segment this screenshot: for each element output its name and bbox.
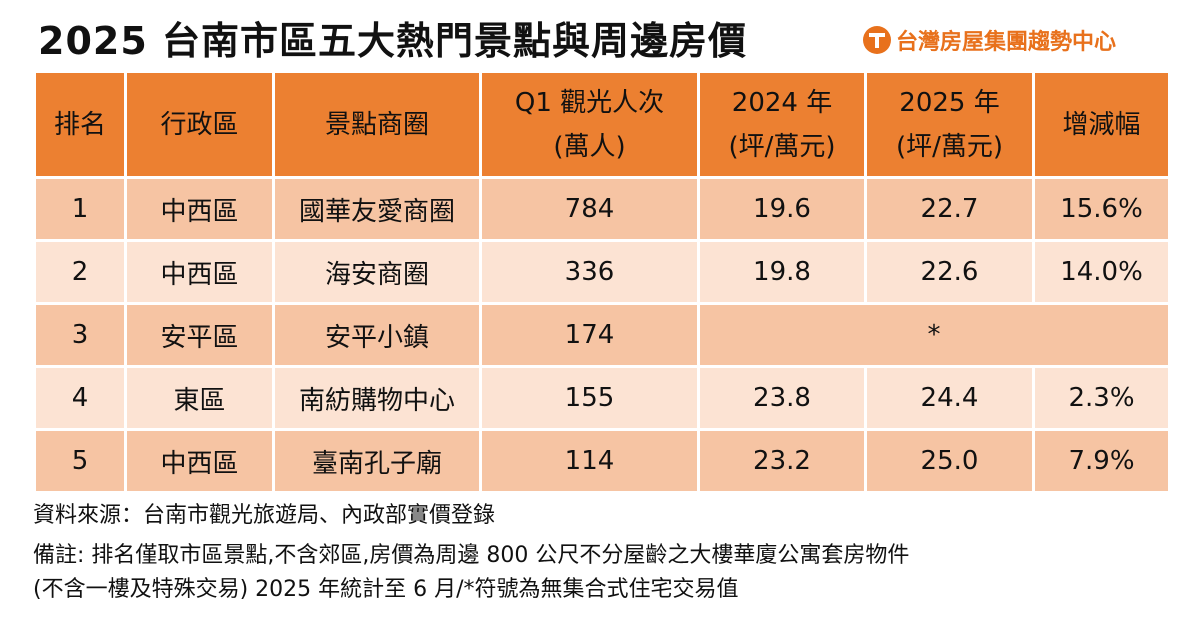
table-row: 4 東區 南紡購物中心 155 23.8 24.4 2.3% (33, 365, 1171, 431)
footnotes: 資料來源：台南市觀光旅遊局、內政部實價登錄 備註: 排名僅取市區景點,不含郊區,… (33, 499, 1173, 607)
remark-note-line-1: 備註: 排名僅取市區景點,不含郊區,房價為周邊 800 公尺不分屋齡之大樓華廈公… (33, 543, 910, 568)
taiwan-realty-logo-icon (862, 25, 892, 55)
brand-name: 台灣房屋集團趨勢中心 (896, 30, 1117, 55)
header-visitors: Q1 觀光人次 (萬人) (479, 70, 700, 179)
cell-rank: 3 (33, 302, 127, 368)
brand: 台灣房屋集團趨勢中心 (862, 24, 1116, 56)
source-note: 資料來源：台南市觀光旅遊局、內政部實價登錄 (33, 503, 496, 528)
cell-price-2024: 23.8 (697, 365, 867, 431)
cell-district: 東區 (124, 365, 275, 431)
cell-price-2024: 19.8 (697, 239, 867, 305)
cell-district: 中西區 (124, 239, 275, 305)
cell-price-2024: 19.6 (697, 176, 867, 242)
table-header-row: 排名 行政區 景點商圈 Q1 觀光人次 (萬人) 2024 年 (坪/萬元) 202… (33, 70, 1171, 179)
table-row: 3 安平區 安平小鎮 174 * (33, 302, 1171, 368)
table-row: 2 中西區 海安商圈 336 19.8 22.6 14.0% (33, 239, 1171, 305)
cell-district: 安平區 (124, 302, 275, 368)
cell-spot: 臺南孔子廟 (272, 428, 482, 494)
cell-change: 14.0% (1032, 239, 1171, 305)
header-spot: 景點商圈 (272, 70, 482, 179)
table-row: 1 中西區 國華友愛商圈 784 19.6 22.7 15.6% (33, 176, 1171, 242)
header-change: 增減幅 (1032, 70, 1171, 179)
cell-district: 中西區 (124, 428, 275, 494)
cell-spot: 海安商圈 (272, 239, 482, 305)
cell-visitors: 784 (479, 176, 700, 242)
table-row: 5 中西區 臺南孔子廟 114 23.2 25.0 7.9% (33, 428, 1171, 494)
remark-note-line-2: (不含一樓及特殊交易) 2025 年統計至 6 月/*符號為無集合式住宅交易值 (33, 577, 739, 602)
cell-price-2024: 23.2 (697, 428, 867, 494)
title-bar: 2025 台南市區五大熱門景點與周邊房價 台灣房屋集團趨勢中心 (0, 0, 1200, 68)
header-price-2024: 2024 年 (坪/萬元) (697, 70, 867, 179)
cell-visitors: 174 (479, 302, 700, 368)
cell-spot: 南紡購物中心 (272, 365, 482, 431)
cell-no-data: * (697, 302, 1171, 368)
cell-price-2025: 24.4 (864, 365, 1035, 431)
cell-price-2025: 25.0 (864, 428, 1035, 494)
price-table: 排名 行政區 景點商圈 Q1 觀光人次 (萬人) 2024 年 (坪/萬元) 202… (33, 70, 1171, 494)
cell-rank: 1 (33, 176, 127, 242)
cell-price-2025: 22.6 (864, 239, 1035, 305)
cell-change: 7.9% (1032, 428, 1171, 494)
header-rank: 排名 (33, 70, 127, 179)
cell-visitors: 336 (479, 239, 700, 305)
cell-rank: 4 (33, 365, 127, 431)
cell-district: 中西區 (124, 176, 275, 242)
cell-rank: 5 (33, 428, 127, 494)
cell-visitors: 155 (479, 365, 700, 431)
cell-visitors: 114 (479, 428, 700, 494)
cell-change: 15.6% (1032, 176, 1171, 242)
cell-rank: 2 (33, 239, 127, 305)
cell-spot: 安平小鎮 (272, 302, 482, 368)
cell-change: 2.3% (1032, 365, 1171, 431)
page-title: 2025 台南市區五大熱門景點與周邊房價 (38, 19, 747, 63)
cell-spot: 國華友愛商圈 (272, 176, 482, 242)
cell-price-2025: 22.7 (864, 176, 1035, 242)
header-price-2025: 2025 年 (坪/萬元) (864, 70, 1035, 179)
header-district: 行政區 (124, 70, 275, 179)
